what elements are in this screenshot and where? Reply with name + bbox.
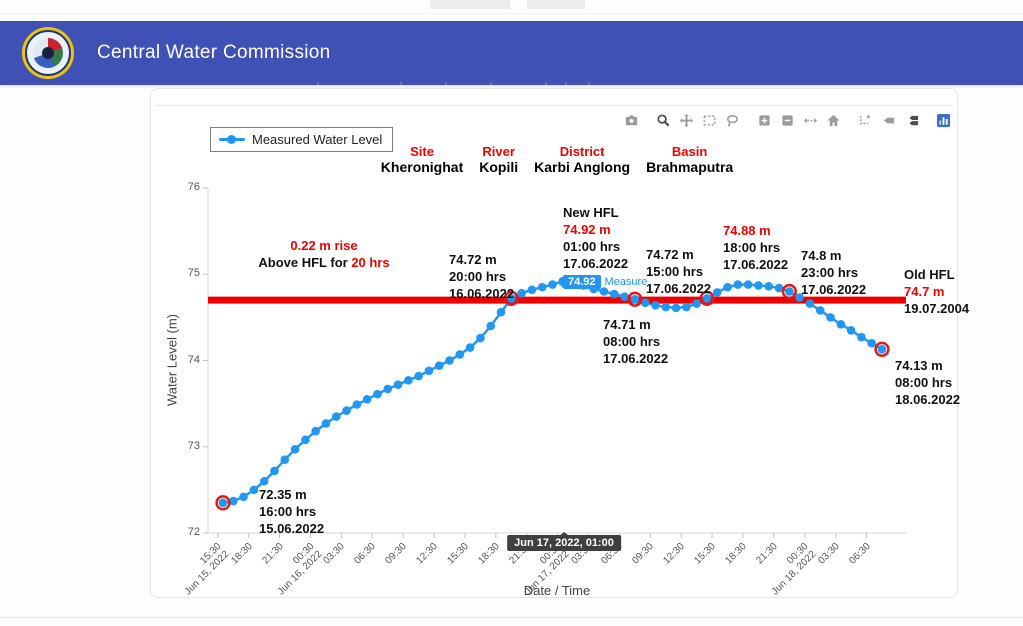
x-tick-label: 12:30 bbox=[414, 541, 440, 567]
station-info-river: River Kopili bbox=[479, 144, 519, 175]
top-divider bbox=[0, 13, 1023, 14]
chart-annotation: Old HFL 74.7 m 19.07.2004 bbox=[904, 267, 970, 316]
modebar-camera-icon[interactable] bbox=[621, 111, 642, 129]
page-title: Central Water Commission bbox=[97, 42, 331, 63]
footer-divider bbox=[0, 617, 1023, 618]
modebar-zoom-out-icon[interactable] bbox=[777, 111, 798, 129]
station-info-basin: Basin Brahmaputra bbox=[646, 144, 734, 175]
legend-item-measured-water-level[interactable]: Measured Water Level bbox=[210, 127, 394, 152]
hover-value: 74.92 bbox=[558, 275, 601, 289]
x-tick-label: 09:30 bbox=[383, 541, 409, 567]
x-tick-label: 15:30 Jun 15, 2022 bbox=[182, 541, 232, 598]
y-tick-label: 76 bbox=[187, 181, 200, 193]
x-tick-label: 18:30 bbox=[723, 541, 749, 567]
x-tick-label: 18:30 bbox=[476, 541, 502, 567]
browser-tab-ghost bbox=[430, 0, 510, 9]
cwc-logo bbox=[22, 27, 74, 79]
content-card: Measured Water Level Site Kheronighat Rive… bbox=[150, 88, 969, 598]
chart-annotation: 74.72 m 20:00 hrs 16.06.2022 bbox=[449, 252, 515, 301]
y-tick-label: 74 bbox=[187, 353, 200, 366]
modebar-autoscale-icon[interactable] bbox=[800, 111, 821, 129]
station-info-site: Site Kheronighat bbox=[380, 144, 464, 175]
app-header: Central Water Commission bbox=[0, 21, 1023, 85]
y-tick-label: 72 bbox=[187, 526, 200, 538]
y-tick-label: 75 bbox=[187, 267, 200, 280]
hover-label: 74.92 Measure bbox=[558, 275, 648, 289]
station-info-district: District Karbi Anglong bbox=[534, 144, 631, 175]
chart-annotation: 74.13 m 08:00 hrs 18.06.2022 bbox=[895, 358, 961, 407]
modebar-hover-compare-icon[interactable] bbox=[901, 111, 922, 129]
modebar-spikelines-icon[interactable] bbox=[855, 111, 876, 129]
cwc-emblem-icon bbox=[25, 30, 71, 76]
y-tick-label: 73 bbox=[187, 439, 200, 452]
modebar-pan-icon[interactable] bbox=[676, 111, 697, 129]
legend-label: Measured Water Level bbox=[252, 132, 383, 147]
modebar-box-select-icon[interactable] bbox=[699, 111, 720, 129]
x-tick-label: 18:30 bbox=[229, 541, 255, 567]
x-axis-title: Date / Time bbox=[523, 583, 591, 598]
x-tick-label: 21:30 bbox=[259, 541, 286, 567]
browser-tab-ghost bbox=[527, 0, 585, 9]
x-tick-label: 09:30 bbox=[630, 541, 657, 567]
x-tick-label: 03:30 bbox=[321, 541, 348, 567]
x-tick-label: 12:30 bbox=[661, 541, 687, 567]
hover-trace-name: Measure bbox=[604, 276, 648, 288]
chart-annotation: New HFL 74.92 m 01:00 hrs 17.06.2022 bbox=[563, 205, 629, 271]
x-axis-hover-tip: Jun 17, 2022, 01:00 bbox=[507, 532, 621, 551]
chart-annotation: 0.22 m rise Above HFL for 20 hrs bbox=[258, 238, 390, 270]
chart-annotation: 74.72 m 15:00 hrs 17.06.2022 bbox=[646, 247, 712, 296]
modebar-plotly-logo-icon[interactable] bbox=[933, 111, 954, 129]
chart-annotation: 74.88 m 18:00 hrs 17.06.2022 bbox=[723, 223, 789, 272]
chart-annotation: 72.35 m 16:00 hrs 15.06.2022 bbox=[259, 487, 325, 536]
toolbar-panel bbox=[151, 89, 957, 106]
modebar-zoom-icon[interactable] bbox=[653, 111, 674, 129]
chart-annotation: 74.71 m 08:00 hrs 17.06.2022 bbox=[603, 317, 669, 366]
x-tick-label: 15:30 bbox=[692, 541, 718, 567]
x-tick-label: 06:30 bbox=[846, 541, 873, 567]
modebar-lasso-icon[interactable] bbox=[722, 111, 743, 129]
station-info: Site Kheronighat River Kopili District Karbi … bbox=[373, 144, 741, 176]
modebar-zoom-in-icon[interactable] bbox=[754, 111, 775, 129]
water-level-chart[interactable]: Measured Water Level Site Kheronighat Rive… bbox=[151, 89, 969, 598]
modebar-hover-closest-icon[interactable] bbox=[878, 111, 899, 129]
chart-annotation: 74.8 m 23:00 hrs 17.06.2022 bbox=[801, 248, 867, 297]
x-tick-label: 06:30 bbox=[352, 541, 379, 567]
plotly-modebar bbox=[620, 111, 955, 129]
x-tick-label: 21:30 bbox=[754, 541, 780, 567]
x-tick-label: 03:30 bbox=[815, 541, 842, 567]
modebar-home-icon[interactable] bbox=[823, 111, 844, 129]
x-tick-label: 15:30 bbox=[445, 541, 471, 567]
chart-canvas[interactable] bbox=[200, 187, 906, 541]
legend-marker-icon bbox=[219, 135, 245, 144]
